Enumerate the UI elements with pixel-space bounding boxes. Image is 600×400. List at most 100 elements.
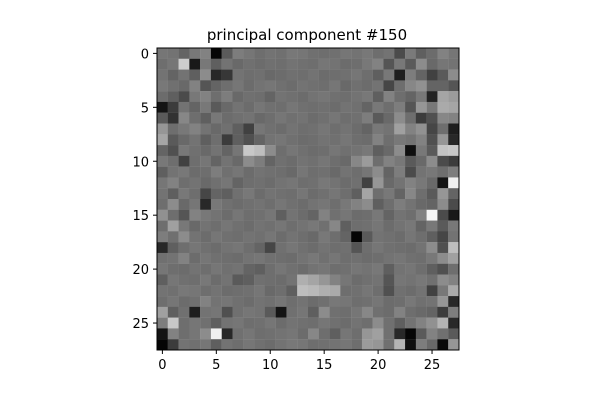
heatmap-cell [254,48,266,59]
y-tick-label: 5 [141,101,149,116]
heatmap-cell [189,48,201,59]
heatmap-cell [383,231,395,243]
heatmap-cell [178,145,190,157]
heatmap-cell [178,91,190,103]
heatmap-cell [308,123,319,135]
heatmap-cell [232,123,244,135]
heatmap-cell [318,166,330,178]
heatmap-cell [426,328,438,340]
heatmap-cell [157,134,168,146]
heatmap-cell [372,177,384,189]
heatmap-cell [318,209,330,221]
heatmap-cell [286,177,298,189]
heatmap-cell [448,188,460,200]
heatmap-cell [178,231,190,243]
heatmap-cell [329,58,341,70]
heatmap-cell [437,58,449,70]
heatmap-cell [286,242,298,254]
heatmap-cell [221,328,233,340]
heatmap-cell [383,177,395,189]
heatmap-cell [426,252,438,264]
heatmap-cell [318,91,330,103]
x-axis: 0 5 10 15 20 25 [158,350,440,373]
heatmap-cell [361,209,373,221]
heatmap-cell [286,91,298,103]
heatmap-cell [297,252,309,264]
heatmap-cell [254,123,266,135]
heatmap-cell [351,296,363,308]
heatmap-cell [426,274,438,286]
heatmap-cell [286,252,298,264]
heatmap-cell [351,242,363,254]
heatmap-cell [405,188,417,200]
heatmap-cell [437,252,449,264]
heatmap-cell [383,155,395,167]
heatmap-cell [437,296,449,308]
heatmap-cell [157,101,168,113]
heatmap-cell [167,274,179,286]
heatmap-cell [318,306,330,318]
heatmap-cell [178,317,190,329]
heatmap-cell [286,317,298,329]
x-tick-label: 25 [424,358,441,373]
heatmap-cell [383,274,395,286]
heatmap-cell [157,91,168,103]
heatmap-cell [329,145,341,157]
heatmap-cell [340,199,352,210]
heatmap-cell [167,112,179,124]
heatmap-cell [254,199,266,210]
heatmap-cell [340,145,352,157]
heatmap-cell [415,199,427,210]
heatmap-cell [264,306,276,318]
heatmap-cell [243,91,255,103]
heatmap-cell [221,220,233,232]
heatmap-cell [264,48,276,59]
heatmap-cell [308,69,319,81]
heatmap-cell [200,296,212,308]
heatmap-cell [318,188,330,200]
heatmap-cell [394,242,406,254]
heatmap-cell [200,155,212,167]
heatmap-cell [286,328,298,340]
heatmap-cell [340,306,352,318]
heatmap-cell [426,112,438,124]
heatmap-cell [178,328,190,340]
heatmap-cell [361,274,373,286]
heatmap-cell [448,252,460,264]
heatmap-cell [286,285,298,297]
heatmap-cell [210,209,222,221]
heatmap-cell [297,263,309,275]
heatmap-cell [167,134,179,146]
heatmap-cell [415,177,427,189]
heatmap-cell [308,91,319,103]
heatmap-cell [448,155,460,167]
heatmap-cell [167,306,179,318]
heatmap-cell [361,112,373,124]
heatmap-cell [210,231,222,243]
heatmap-cell [210,58,222,70]
heatmap-cell [167,209,179,221]
heatmap-cell [308,209,319,221]
heatmap-cell [297,80,309,92]
heatmap-cell [448,339,460,351]
heatmap-cell [254,274,266,286]
heatmap-cell [286,155,298,167]
heatmap-cell [383,220,395,232]
heatmap-cells [157,48,460,351]
heatmap-cell [210,274,222,286]
heatmap-cell [178,123,190,135]
heatmap-cell [275,339,287,351]
heatmap-cell [394,199,406,210]
heatmap-cell [232,101,244,113]
heatmap-cell [243,134,255,146]
heatmap-cell [329,112,341,124]
heatmap-cell [264,145,276,157]
heatmap-cell [200,80,212,92]
heatmap-cell [275,155,287,167]
heatmap-cell [372,58,384,70]
heatmap-cell [264,188,276,200]
heatmap-cell [264,209,276,221]
heatmap-cell [254,155,266,167]
heatmap-cell [178,242,190,254]
